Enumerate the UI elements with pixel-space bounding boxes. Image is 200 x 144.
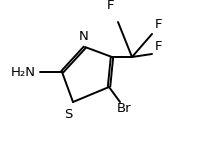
Text: Br: Br	[117, 102, 132, 115]
Text: F: F	[106, 0, 114, 12]
Text: H₂N: H₂N	[11, 66, 36, 78]
Text: S: S	[64, 108, 72, 121]
Text: F: F	[155, 18, 162, 31]
Text: F: F	[155, 39, 162, 53]
Text: N: N	[79, 30, 89, 43]
